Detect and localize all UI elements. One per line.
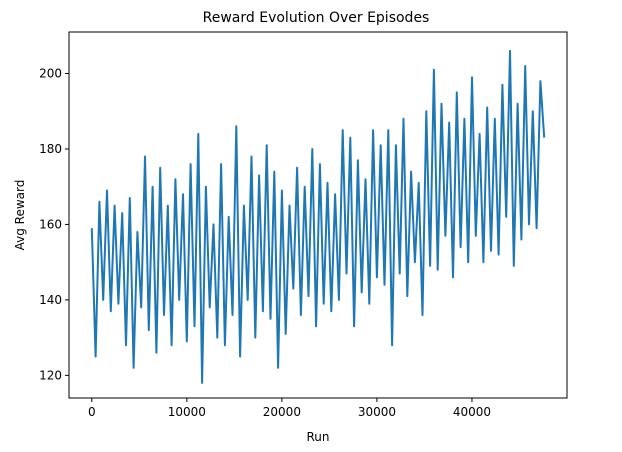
y-tick-label: 140 bbox=[39, 293, 62, 307]
y-axis-label: Avg Reward bbox=[13, 180, 27, 251]
y-axis: 120 140 160 180 200 bbox=[39, 67, 69, 382]
x-tick-label: 20000 bbox=[263, 405, 301, 419]
axes-frame bbox=[68, 31, 568, 399]
x-tick-label: 10000 bbox=[168, 405, 206, 419]
y-tick-label: 160 bbox=[39, 217, 62, 231]
y-tick-label: 120 bbox=[39, 368, 62, 382]
y-tick-label: 200 bbox=[39, 67, 62, 81]
series-line-0 bbox=[90, 49, 546, 384]
chart-title: Reward Evolution Over Episodes bbox=[203, 10, 430, 26]
x-tick-label: 0 bbox=[88, 405, 96, 419]
x-tick-label: 40000 bbox=[453, 405, 491, 419]
plot-area bbox=[90, 49, 546, 384]
x-axis: 0 10000 20000 30000 40000 bbox=[88, 398, 491, 419]
x-tick-label: 30000 bbox=[358, 405, 396, 419]
y-tick-label: 180 bbox=[39, 142, 62, 156]
x-axis-label: Run bbox=[306, 430, 329, 444]
